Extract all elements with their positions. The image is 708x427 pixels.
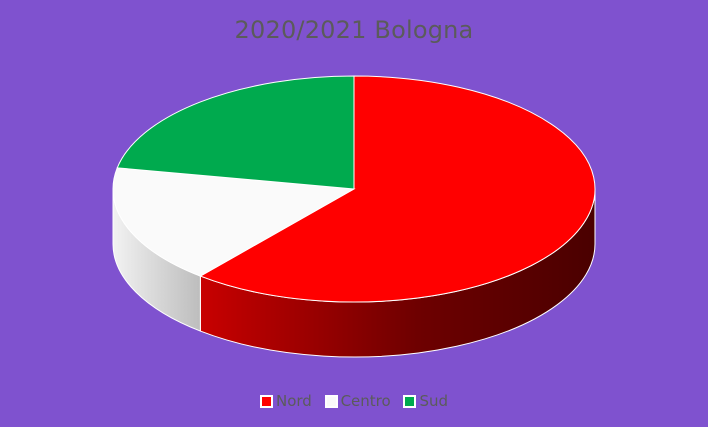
legend-label-centro: Centro <box>340 392 391 410</box>
legend: Nord Centro Sud <box>0 392 708 412</box>
legend-label-nord: Nord <box>275 392 312 410</box>
legend-item-nord: Nord <box>259 392 312 410</box>
legend-swatch-centro <box>324 394 338 408</box>
legend-item-sud: Sud <box>403 392 448 410</box>
pie-slice-centro <box>112 167 356 277</box>
legend-label-sud: Sud <box>419 392 449 410</box>
pie-slice-nord <box>199 75 596 303</box>
pie-slice-sud <box>116 75 355 190</box>
legend-item-centro: Centro <box>324 392 391 410</box>
chart-title: 2020/2021 Bologna <box>234 16 474 44</box>
legend-swatch-nord <box>259 394 273 408</box>
legend-swatch-sud <box>403 394 417 408</box>
